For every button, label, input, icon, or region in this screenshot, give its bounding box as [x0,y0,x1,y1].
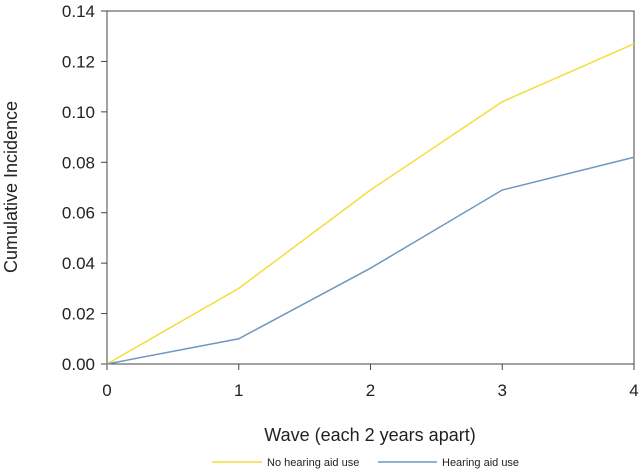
y-tick-label: 0.14 [62,2,95,21]
x-tick-label: 1 [234,381,243,400]
y-axis-title: Cumulative Incidence [1,101,21,273]
x-axis-title: Wave (each 2 years apart) [264,425,475,445]
series-line [106,43,635,365]
series-line [106,156,635,365]
x-tick-label: 0 [102,381,111,400]
y-tick-label: 0.00 [62,355,95,374]
y-tick-label: 0.06 [62,204,95,223]
legend-label: Hearing aid use [442,457,519,469]
x-tick-label: 4 [629,381,638,400]
legend-label: No hearing aid use [267,457,359,469]
legend: No hearing aid use Hearing aid use [212,457,519,469]
plot-frame [106,10,635,365]
y-tick-label: 0.02 [62,305,95,324]
series-layer [106,43,635,365]
y-tick-label: 0.04 [62,254,95,273]
y-tick-label: 0.10 [62,103,95,122]
x-axis: 0 1 2 3 4 [102,364,639,400]
y-tick-label: 0.08 [62,153,95,172]
x-tick-label: 2 [366,381,375,400]
x-tick-label: 3 [498,381,507,400]
y-axis: 0.00 0.02 0.04 0.06 0.08 0.10 0.12 0.14 [62,2,107,374]
y-tick-label: 0.12 [62,52,95,71]
